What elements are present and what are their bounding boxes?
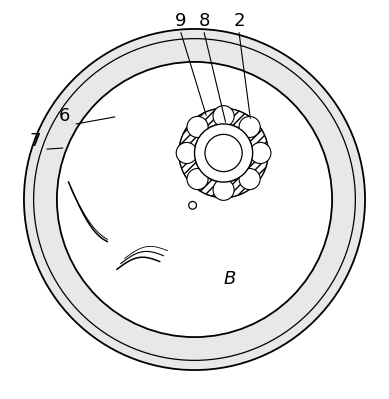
Circle shape	[187, 168, 208, 190]
Circle shape	[57, 62, 332, 337]
Circle shape	[213, 179, 234, 200]
Circle shape	[205, 134, 242, 172]
Circle shape	[239, 117, 260, 138]
Circle shape	[239, 168, 260, 190]
Circle shape	[24, 29, 365, 370]
Text: 9: 9	[175, 12, 187, 30]
Text: 6: 6	[59, 107, 70, 125]
Circle shape	[213, 106, 234, 127]
Circle shape	[33, 39, 356, 360]
Circle shape	[179, 109, 268, 198]
Circle shape	[194, 124, 252, 182]
Text: B: B	[223, 270, 236, 288]
Circle shape	[187, 117, 208, 138]
Text: 7: 7	[30, 132, 41, 150]
Circle shape	[250, 142, 271, 164]
Circle shape	[176, 142, 197, 164]
Text: 8: 8	[198, 12, 210, 30]
Text: 2: 2	[233, 12, 245, 30]
